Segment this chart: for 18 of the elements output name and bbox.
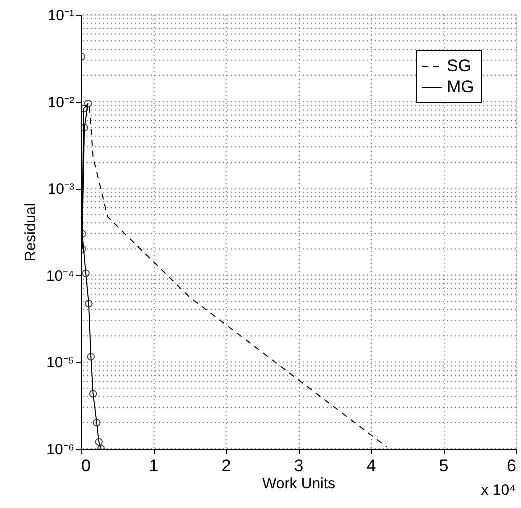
y-tick-label: 10⁻¹	[48, 8, 74, 24]
x-tick-label: 0	[82, 456, 91, 476]
y-tick-label: 10⁻⁴	[46, 268, 74, 285]
x-tick-label: 2	[222, 456, 232, 476]
x-axis-title: Work Units	[262, 476, 336, 492]
legend-label: MG	[447, 78, 474, 96]
y-tick-label: 10⁻⁵	[46, 354, 74, 372]
y-tick-label: 10⁻³	[48, 181, 74, 198]
legend-label: SG	[447, 56, 472, 76]
y-axis-title: Residual	[22, 203, 40, 262]
y-tick-label: 10⁻⁶	[46, 442, 74, 458]
x-tick-label: 5	[439, 456, 449, 476]
x-tick-label: 4	[366, 456, 376, 476]
x-tick-label: 1	[149, 456, 159, 476]
y-tick-label: 10⁻²	[48, 94, 74, 112]
text: x 10⁴	[481, 482, 516, 499]
x-tick-label: 3	[294, 456, 304, 476]
x-tick-label: 6	[507, 456, 516, 476]
